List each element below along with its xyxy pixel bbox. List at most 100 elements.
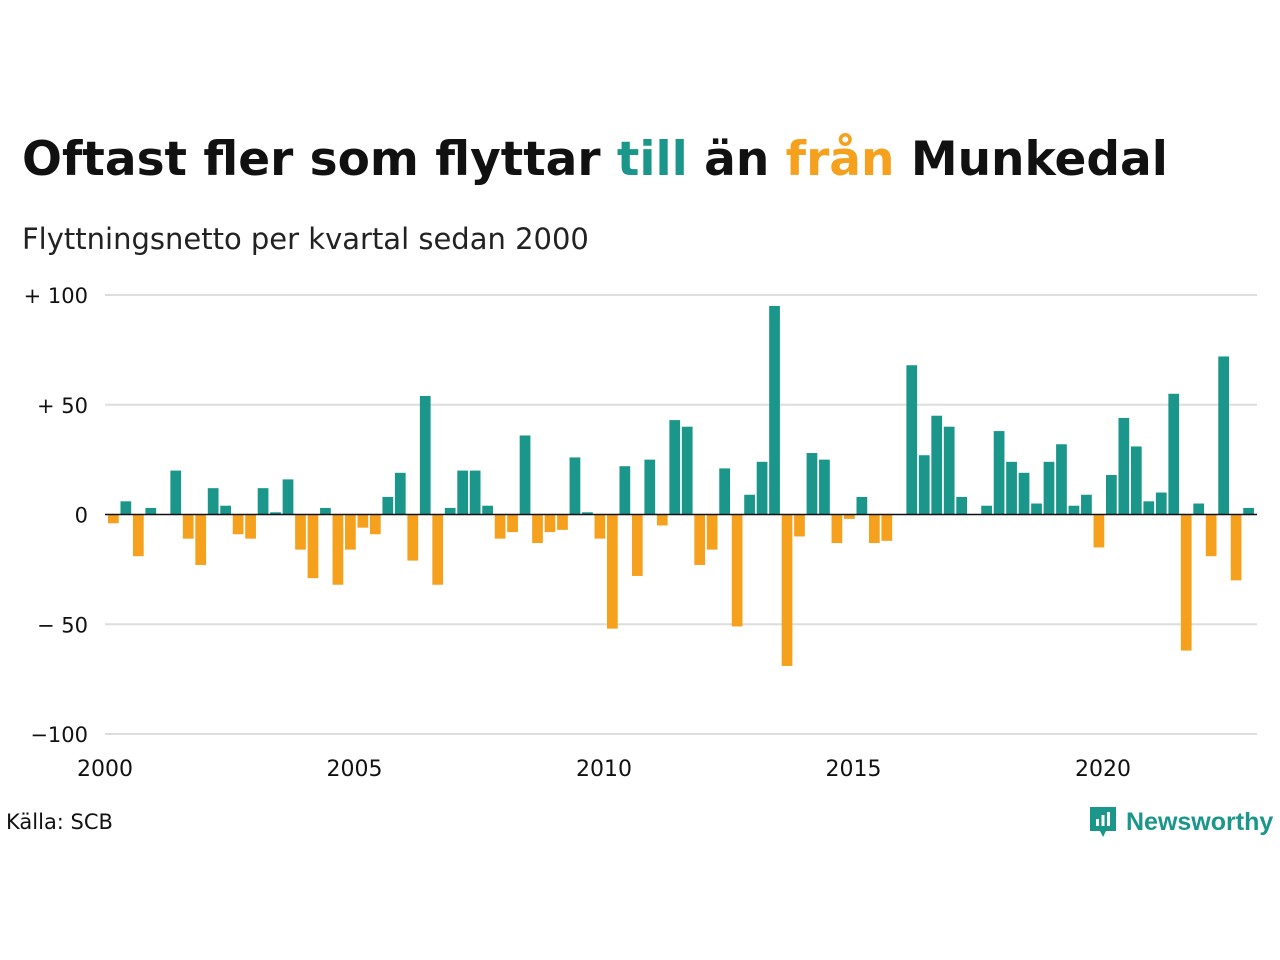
chart-bar bbox=[582, 512, 593, 515]
chart-bar bbox=[844, 514, 855, 519]
bar-chart: + 100 + 50 0 − 50 −100 2000 2005 2010 2015 2020 bbox=[24, 284, 1257, 782]
chart-bar bbox=[681, 426, 693, 515]
y-tick-label: + 50 bbox=[37, 394, 88, 418]
chart-bar bbox=[245, 514, 256, 539]
chart-bar bbox=[794, 514, 805, 537]
chart-bar bbox=[1180, 514, 1192, 651]
chart-bar bbox=[1155, 492, 1167, 515]
chart-bar bbox=[943, 426, 955, 515]
chart-bar bbox=[519, 435, 531, 515]
chart-bar bbox=[457, 470, 469, 515]
chart-bar bbox=[1130, 446, 1142, 515]
x-tick-label: 2005 bbox=[327, 757, 383, 782]
chart-bar bbox=[619, 466, 631, 515]
chart-bar bbox=[1006, 461, 1017, 515]
chart-bar bbox=[1018, 472, 1030, 515]
title-till: till bbox=[616, 132, 688, 187]
chart-bar bbox=[918, 455, 930, 515]
title-part-3: Munkedal bbox=[894, 132, 1168, 187]
chart-bar bbox=[694, 514, 706, 565]
y-tick-label: −100 bbox=[30, 723, 88, 747]
chart-bar bbox=[981, 505, 992, 515]
chart-bar bbox=[806, 453, 818, 515]
chart-bar bbox=[769, 305, 780, 515]
chart-bar bbox=[719, 468, 731, 515]
chart-bar bbox=[282, 479, 294, 515]
chart-bar bbox=[1031, 503, 1042, 515]
x-tick-label: 2000 bbox=[77, 757, 133, 782]
chart-bar bbox=[756, 461, 768, 515]
chart-bar bbox=[320, 507, 331, 515]
title-part-1: Oftast fler som flyttar bbox=[22, 132, 617, 187]
y-tick-label: − 50 bbox=[37, 613, 88, 637]
chart-bar bbox=[182, 514, 194, 539]
chart-bar bbox=[993, 431, 1005, 515]
chart-bar bbox=[444, 507, 456, 515]
chart-bar bbox=[307, 514, 319, 579]
source-note: Källa: SCB bbox=[6, 810, 113, 834]
chart-bar bbox=[544, 514, 556, 533]
chart-bar bbox=[482, 505, 493, 515]
chart-bar bbox=[1193, 503, 1205, 515]
chart-bar bbox=[1230, 514, 1242, 581]
chart-bar bbox=[669, 420, 681, 515]
chart-bar bbox=[1043, 461, 1055, 515]
chart-bar bbox=[394, 472, 406, 515]
chart-subtitle: Flyttningsnetto per kvartal sedan 2000 bbox=[22, 222, 589, 256]
chart-bar bbox=[1168, 393, 1180, 515]
chart-bar bbox=[656, 514, 668, 526]
chart-bar bbox=[220, 505, 232, 515]
chart-bar bbox=[407, 514, 419, 561]
chart-bar bbox=[145, 507, 157, 515]
title-fran: från bbox=[785, 132, 895, 187]
chart-bar bbox=[607, 514, 618, 629]
chart-bar bbox=[507, 514, 518, 533]
chart-bar bbox=[1243, 507, 1254, 515]
chart-bar bbox=[731, 514, 743, 627]
y-tick-label: 0 bbox=[75, 504, 88, 528]
chart-bar bbox=[557, 514, 568, 530]
chart-bar bbox=[1106, 474, 1117, 515]
chart-bar bbox=[1081, 494, 1092, 515]
chart-bar bbox=[956, 496, 968, 515]
chart-bar bbox=[195, 514, 207, 565]
chart-bar bbox=[856, 496, 868, 515]
chart-bar bbox=[831, 514, 843, 544]
chart-bar bbox=[332, 514, 344, 585]
chart-bar bbox=[744, 494, 755, 515]
chart-bar bbox=[357, 514, 369, 528]
chart-bar bbox=[868, 514, 880, 544]
chart-bar bbox=[881, 514, 893, 541]
title-part-2: än bbox=[687, 132, 786, 187]
chart-bar bbox=[295, 514, 306, 550]
chart-bar bbox=[1068, 505, 1080, 515]
chart-bar bbox=[232, 514, 244, 535]
x-tick-label: 2015 bbox=[826, 757, 882, 782]
x-tick-label: 2020 bbox=[1075, 757, 1131, 782]
chart-bar bbox=[494, 514, 506, 539]
chart-bar bbox=[569, 457, 581, 515]
chart-bar bbox=[170, 470, 182, 515]
chart-title: Oftast fler som flyttar till än från Mun… bbox=[22, 132, 1168, 187]
chart-bar bbox=[532, 514, 543, 544]
newsworthy-logo: Newsworthy bbox=[1088, 804, 1273, 840]
chart-bar bbox=[594, 514, 606, 539]
chart-bar bbox=[781, 514, 793, 666]
newsworthy-logo-icon bbox=[1090, 807, 1116, 837]
x-tick-label: 2010 bbox=[576, 757, 632, 782]
chart-bar bbox=[108, 514, 119, 524]
chart-bar bbox=[120, 501, 132, 515]
chart-bar bbox=[419, 395, 431, 515]
chart-bar bbox=[270, 512, 281, 515]
chart-bar bbox=[469, 470, 481, 515]
chart-bar bbox=[819, 459, 830, 515]
chart-bar bbox=[1118, 417, 1130, 515]
chart-bar bbox=[382, 496, 394, 515]
chart-bar bbox=[1093, 514, 1105, 548]
chart-bar bbox=[257, 488, 269, 515]
chart-bar bbox=[1205, 514, 1217, 557]
chart-bar bbox=[931, 415, 943, 515]
chart-bar bbox=[644, 459, 656, 515]
y-tick-label: + 100 bbox=[24, 284, 88, 308]
chart-bar bbox=[369, 514, 381, 535]
